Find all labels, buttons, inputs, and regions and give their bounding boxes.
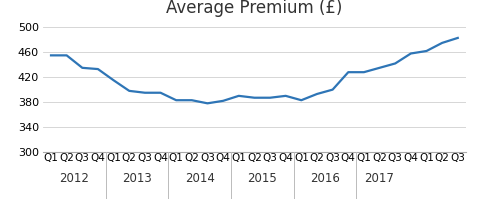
Text: 2014: 2014 [185, 172, 215, 185]
Text: 2016: 2016 [310, 172, 340, 185]
Title: Average Premium (£): Average Premium (£) [166, 0, 343, 17]
Text: 2015: 2015 [247, 172, 277, 185]
Text: 2013: 2013 [122, 172, 152, 185]
Text: 2012: 2012 [60, 172, 89, 185]
Text: 2017: 2017 [365, 172, 395, 185]
